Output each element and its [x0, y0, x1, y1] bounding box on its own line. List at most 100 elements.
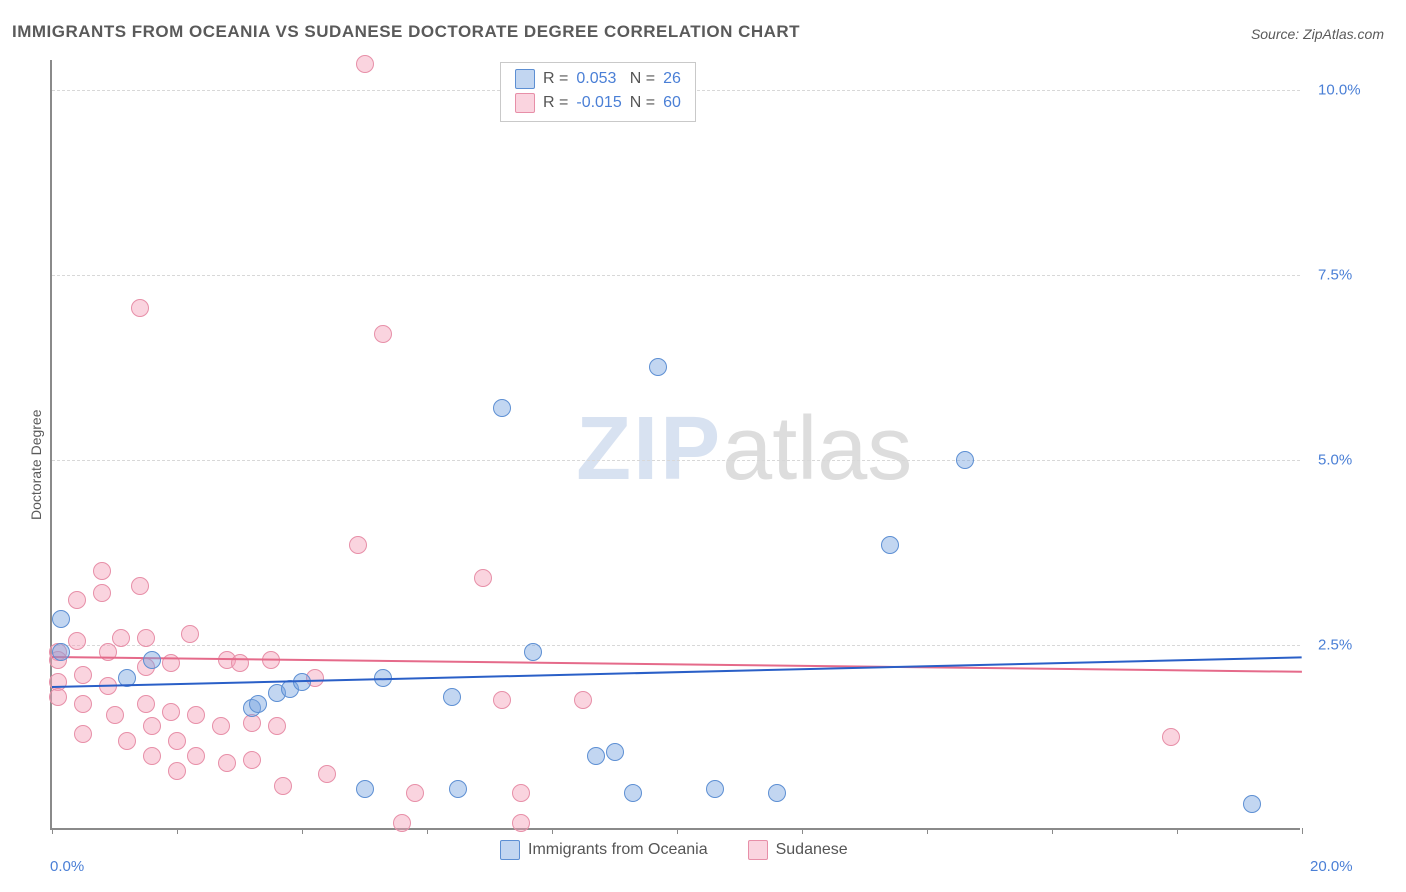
data-point-oceania [52, 643, 70, 661]
data-point-oceania [1243, 795, 1261, 813]
stat-n-label: N = [630, 70, 655, 88]
x-axis-end-label: 20.0% [1310, 858, 1353, 875]
watermark: ZIPatlas [576, 398, 912, 501]
data-point-sudanese [187, 706, 205, 724]
data-point-sudanese [406, 784, 424, 802]
data-point-sudanese [374, 325, 392, 343]
data-point-sudanese [574, 691, 592, 709]
x-tick [927, 828, 928, 834]
x-tick [552, 828, 553, 834]
data-point-oceania [768, 784, 786, 802]
data-point-sudanese [68, 591, 86, 609]
x-tick [302, 828, 303, 834]
data-point-sudanese [512, 814, 530, 832]
watermark-zip: ZIP [576, 399, 722, 499]
watermark-atlas: atlas [722, 399, 912, 499]
x-tick [677, 828, 678, 834]
gridline [52, 645, 1300, 646]
x-tick [1302, 828, 1303, 834]
data-point-sudanese [493, 691, 511, 709]
stat-n-sudanese: 60 [663, 94, 681, 112]
data-point-sudanese [74, 666, 92, 684]
data-point-sudanese [131, 299, 149, 317]
data-point-sudanese [1162, 728, 1180, 746]
data-point-sudanese [393, 814, 411, 832]
swatch-sudanese [748, 840, 768, 860]
data-point-oceania [649, 358, 667, 376]
correlation-stat-box: R = 0.053 N = 26 R = -0.015 N = 60 [500, 62, 696, 122]
data-point-sudanese [349, 536, 367, 554]
x-tick [52, 828, 53, 834]
data-point-sudanese [137, 629, 155, 647]
data-point-oceania [356, 780, 374, 798]
data-point-sudanese [212, 717, 230, 735]
legend-label-oceania: Immigrants from Oceania [528, 841, 708, 859]
data-point-sudanese [118, 732, 136, 750]
stat-r-oceania: 0.053 [576, 70, 621, 88]
swatch-oceania [515, 69, 535, 89]
x-tick [427, 828, 428, 834]
data-point-sudanese [143, 717, 161, 735]
stat-r-label: R = [543, 70, 568, 88]
data-point-sudanese [74, 725, 92, 743]
gridline [52, 460, 1300, 461]
data-point-sudanese [218, 754, 236, 772]
data-point-sudanese [137, 695, 155, 713]
data-point-sudanese [268, 717, 286, 735]
data-point-oceania [956, 451, 974, 469]
x-tick [1177, 828, 1178, 834]
legend-item-sudanese: Sudanese [748, 840, 848, 860]
data-point-sudanese [143, 747, 161, 765]
data-point-sudanese [93, 584, 111, 602]
data-point-oceania [587, 747, 605, 765]
data-point-oceania [449, 780, 467, 798]
data-point-sudanese [93, 562, 111, 580]
gridline [52, 275, 1300, 276]
data-point-sudanese [162, 703, 180, 721]
data-point-oceania [624, 784, 642, 802]
stat-n-oceania: 26 [663, 70, 681, 88]
data-point-sudanese [181, 625, 199, 643]
data-point-oceania [52, 610, 70, 628]
stat-r-label: R = [543, 94, 568, 112]
data-point-oceania [493, 399, 511, 417]
data-point-oceania [249, 695, 267, 713]
x-axis-start-label: 0.0% [50, 858, 84, 875]
data-point-sudanese [131, 577, 149, 595]
data-point-sudanese [168, 762, 186, 780]
data-point-oceania [606, 743, 624, 761]
bottom-legend: Immigrants from Oceania Sudanese [500, 840, 848, 860]
data-point-sudanese [112, 629, 130, 647]
data-point-sudanese [106, 706, 124, 724]
x-tick [1052, 828, 1053, 834]
data-point-oceania [143, 651, 161, 669]
data-point-sudanese [49, 688, 67, 706]
legend-label-sudanese: Sudanese [776, 841, 848, 859]
data-point-sudanese [231, 654, 249, 672]
legend-item-oceania: Immigrants from Oceania [500, 840, 708, 860]
x-tick [177, 828, 178, 834]
chart-title: IMMIGRANTS FROM OCEANIA VS SUDANESE DOCT… [12, 22, 800, 42]
y-axis-label: Doctorate Degree [28, 409, 44, 520]
x-tick [802, 828, 803, 834]
swatch-sudanese [515, 93, 535, 113]
data-point-sudanese [187, 747, 205, 765]
data-point-sudanese [318, 765, 336, 783]
stat-n-label: N = [630, 94, 655, 112]
swatch-oceania [500, 840, 520, 860]
y-tick-label: 10.0% [1318, 81, 1361, 98]
stat-r-sudanese: -0.015 [576, 94, 621, 112]
data-point-oceania [881, 536, 899, 554]
data-point-oceania [443, 688, 461, 706]
data-point-oceania [706, 780, 724, 798]
data-point-oceania [524, 643, 542, 661]
plot-area: ZIPatlas [50, 60, 1300, 830]
data-point-sudanese [74, 695, 92, 713]
data-point-sudanese [474, 569, 492, 587]
data-point-sudanese [274, 777, 292, 795]
y-tick-label: 5.0% [1318, 451, 1352, 468]
y-tick-label: 7.5% [1318, 266, 1352, 283]
data-point-sudanese [356, 55, 374, 73]
data-point-sudanese [68, 632, 86, 650]
data-point-sudanese [168, 732, 186, 750]
